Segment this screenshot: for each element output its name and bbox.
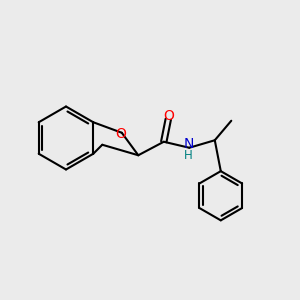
Text: H: H <box>183 149 192 162</box>
Text: N: N <box>184 137 194 151</box>
Text: O: O <box>115 127 126 141</box>
Text: O: O <box>163 109 174 123</box>
